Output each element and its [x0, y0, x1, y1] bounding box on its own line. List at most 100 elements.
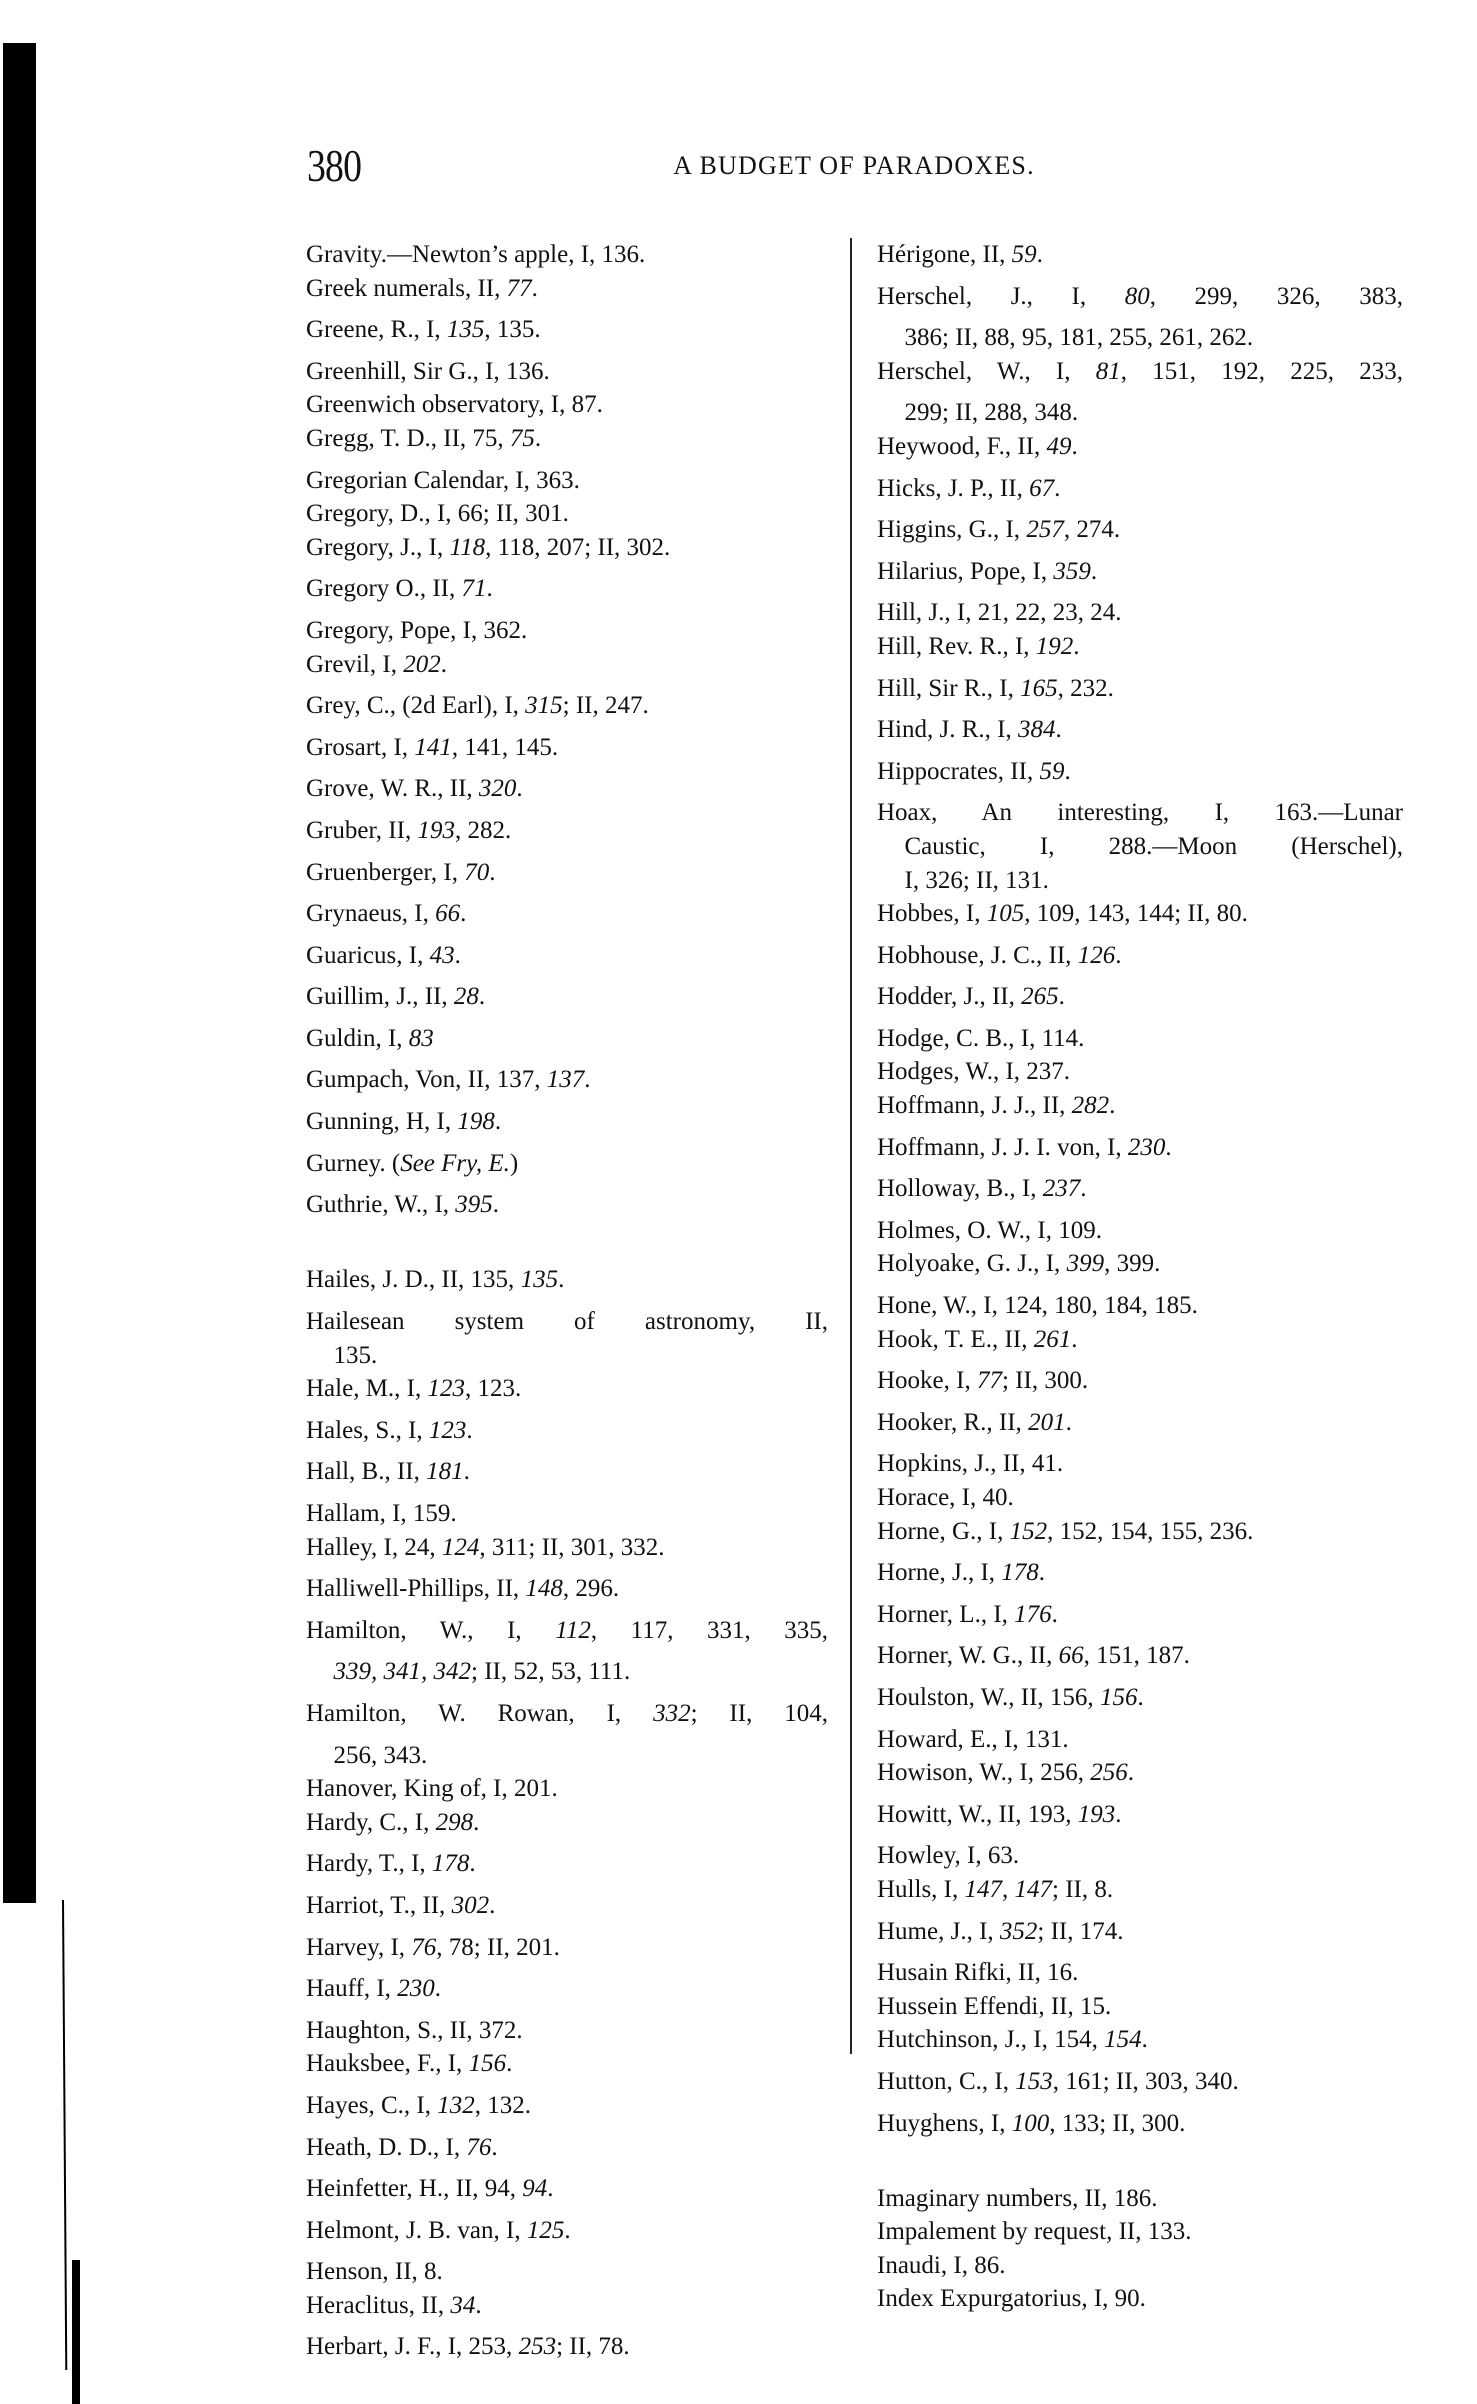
scan-edge-line: [62, 1899, 68, 2370]
index-entry-line: Hooke, I, *77*; II, 300.: [877, 1367, 1089, 1395]
scan-edge-foot: [72, 2260, 80, 2404]
index-entry: Hardy, C., I, *298*.: [306, 1806, 828, 1848]
index-entry: Impalement by request, II, 133.: [877, 2215, 1403, 2249]
index-entry: Hobhouse, J. C., II, *126*.: [877, 939, 1403, 981]
index-entry: Hicks, J. P., II, *67*.: [877, 472, 1403, 514]
index-entry-line: 386; II, 88, 95, 181, 255, 261, 262.: [904, 324, 1254, 352]
index-entry: Gregorian Calendar, I, 363.: [306, 464, 828, 498]
index-entry-line: Henson, II, 8.: [306, 2258, 443, 2286]
index-entry: Hutchinson, J., I, 154, *154*.: [877, 2023, 1403, 2065]
index-entry-line: Horner, W. G., II, *66*, 151, 187.: [877, 1642, 1190, 1670]
index-entry-line: Helmont, J. B. van, I, *125*.: [306, 2216, 571, 2244]
index-entry-line: Hardy, C., I, *298*.: [306, 1808, 480, 1836]
index-entry-line: Gurney. (*See Fry, E.*): [306, 1149, 519, 1177]
index-entry-line: Houlston, W., II, 156, *156*.: [877, 1683, 1144, 1711]
index-entry-line: Hilarius, Pope, I, *359*.: [877, 557, 1098, 585]
index-entry-line: Greek numerals, II, *77*.: [306, 274, 538, 302]
index-entry: Howley, I, 63.: [877, 1839, 1403, 1873]
index-entry-line: Heywood, F., II, *49*.: [877, 432, 1078, 460]
index-entry-line: Greenhill, Sir G., I, 136.: [306, 357, 550, 385]
index-entry: Hobbes, I, *105*, 109, 143, 144; II, 80.: [877, 897, 1403, 939]
index-entry: Hooke, I, *77*; II, 300.: [877, 1364, 1403, 1406]
index-entry: Greene, R., I, *135*, 135.: [306, 313, 828, 355]
index-entry: Hailes, J. D., II, 135, *135*.: [306, 1263, 828, 1305]
index-entry: Hill, Rev. R., I, *192*.: [877, 630, 1403, 672]
index-entry: Holyoake, G. J., I, *399*, 399.: [877, 1247, 1403, 1289]
index-entry: Hook, T. E., II, *261*.: [877, 1323, 1403, 1365]
index-entry: Heywood, F., II, *49*.: [877, 430, 1403, 472]
index-entry-line: Hind, J. R., I, *384*.: [877, 716, 1062, 744]
index-entry-line: Hamilton, W., I, *112*, 117, 331, 335,: [306, 1616, 828, 1644]
index-entry-line: Hodges, W., I, 237.: [877, 1058, 1071, 1086]
index-entry: Gregory O., II, *71*.: [306, 572, 828, 614]
index-entry-line: Huyghens, I, *100*, 133; II, 300.: [877, 2109, 1186, 2137]
index-entry-line: Herbart, J. F., I, 253, *253*; II, 78.: [306, 2333, 630, 2361]
index-entry-line: Howitt, W., II, 193, *193*.: [877, 1800, 1122, 1828]
index-entry: Hone, W., I, 124, 180, 184, 185.: [877, 1289, 1403, 1323]
index-entry: Grynaeus, I, *66*.: [306, 897, 828, 939]
index-entry-line: Guillim, J., II, *28*.: [306, 983, 486, 1011]
index-entry-line: Gruenberger, I, *70*.: [306, 858, 496, 886]
index-entry-line: Hall, B., II, *181*.: [306, 1458, 470, 1486]
index-entry-line: Hardy, T., I, *178*.: [306, 1850, 476, 1878]
index-entry-line: Imaginary numbers, II, 186.: [877, 2184, 1158, 2212]
index-entry-line: Hayes, C., I, *132*, 132.: [306, 2091, 531, 2119]
index-entry-line: Gregory, Pope, I, 362.: [306, 616, 528, 644]
index-entry: Hulls, I, *147*, *147*; II, 8.: [877, 1873, 1403, 1915]
index-entry: Hallam, I, 159.: [306, 1497, 828, 1531]
index-entry-line: Hérigone, II, *59*.: [877, 241, 1043, 268]
index-entry: Gregg, T. D., II, 75, *75*.: [306, 422, 828, 464]
index-column-right: Hérigone, II, *59*. Herschel, J., I, *80*…: [877, 238, 1403, 2316]
index-entry: Helmont, J. B. van, I, *125*.: [306, 2214, 828, 2256]
index-entry-line: Harvey, I, *76*, 78; II, 201.: [306, 1933, 560, 1961]
index-entry-line: Caustic, I, 288.—Moon (Herschel),: [904, 832, 1404, 860]
index-entry: Hussein Effendi, II, 15.: [877, 1990, 1403, 2024]
index-entry-line: Guaricus, I, *43*.: [306, 941, 461, 969]
index-entry: Greek numerals, II, *77*.: [306, 272, 828, 314]
index-entry: Husain Rifki, II, 16.: [877, 1956, 1403, 1990]
index-entry-line: Howison, W., I, 256, *256*.: [877, 1759, 1134, 1787]
index-entry-line: Grey, C., (2d Earl), I, *315*; II, 247.: [306, 692, 649, 720]
index-entry: Hume, J., I, *352*; II, 174.: [877, 1915, 1403, 1957]
index-entry-line: Grynaeus, I, *66*.: [306, 900, 467, 928]
index-entry: Horner, W. G., II, *66*, 151, 187.: [877, 1639, 1403, 1681]
index-entry-line: Harriot, T., II, *302*.: [306, 1891, 496, 1919]
index-entry: Horace, I, 40.: [877, 1481, 1403, 1515]
index-entry-line: Impalement by request, II, 133.: [877, 2218, 1192, 2246]
index-entry: Guldin, I, *83*: [306, 1022, 828, 1064]
index-entry: Gravity.—Newton’s apple, I, 136.: [306, 238, 828, 272]
index-entry: Gruber, II, *193*, 282.: [306, 814, 828, 856]
index-entry-line: Gunning, H, I, *198*.: [306, 1108, 502, 1136]
index-entry: Hoffmann, J. J., II, *282*.: [877, 1089, 1403, 1131]
index-entry: Huyghens, I, *100*, 133; II, 300.: [877, 2107, 1403, 2149]
index-entry-line: Hoffmann, J. J., II, *282*.: [877, 1092, 1116, 1120]
index-entry: Hoffmann, J. J. I. von, I, *230*.: [877, 1131, 1403, 1173]
index-entry-line: Howley, I, 63.: [877, 1842, 1020, 1870]
index-entry-line: 299; II, 288, 348.: [904, 399, 1079, 427]
index-entry-line: Hodge, C. B., I, 114.: [877, 1024, 1085, 1052]
index-entry-line: Greenwich observatory, I, 87.: [306, 391, 603, 419]
index-entry: Halley, I, 24, *124*, 311; II, 301, 332.: [306, 1531, 828, 1573]
index-entry: Halliwell-Phillips, II, *148*, 296.: [306, 1572, 828, 1614]
index-entry-line: Holloway, B., I, *237*.: [877, 1175, 1087, 1203]
index-entry-line: Hutton, C., I, *153*, 161; II, 303, 340.: [877, 2067, 1239, 2095]
index-entry-line: Gregg, T. D., II, 75, *75*.: [306, 424, 542, 452]
index-entry-line: Herschel, J., I, *80*, 299, 326, 383,: [877, 282, 1404, 310]
index-entry-line: Horner, L., I, *176*.: [877, 1600, 1058, 1628]
index-entry-line: Gruber, II, *193*, 282.: [306, 816, 512, 844]
index-entry: Hilarius, Pope, I, *359*.: [877, 555, 1403, 597]
index-entry: Gregory, J., I, *118*, 118, 207; II, 302…: [306, 531, 828, 573]
column-divider: [850, 238, 852, 2054]
index-entry-line: Horne, G., I, *152*, 152, 154, 155, 236.: [877, 1517, 1254, 1545]
index-entry-line: *339, 341, 342*; II, 52, 53, 111.: [333, 1658, 631, 1686]
index-entry: Gumpach, Von, II, 137, *137*.: [306, 1063, 828, 1105]
index-entry: Herschel, W., I, *81*, 151, 192, 225, 23…: [877, 355, 1403, 430]
index-entry: Harvey, I, *76*, 78; II, 201.: [306, 1931, 828, 1973]
index-entry: Hooker, R., II, *201*.: [877, 1406, 1403, 1448]
index-entry: Holmes, O. W., I, 109.: [877, 1214, 1403, 1248]
index-entry: Herschel, J., I, *80*, 299, 326, 383, 386…: [877, 280, 1403, 355]
index-column-left: Gravity.—Newton’s apple, I, 136. Greek nu…: [306, 238, 828, 2372]
index-entry: Hodder, J., II, *265*.: [877, 980, 1403, 1022]
index-entry: Heinfetter, H., II, 94, *94*.: [306, 2172, 828, 2214]
index-entry: Hailesean system of astronomy, II, 135.: [306, 1305, 828, 1372]
